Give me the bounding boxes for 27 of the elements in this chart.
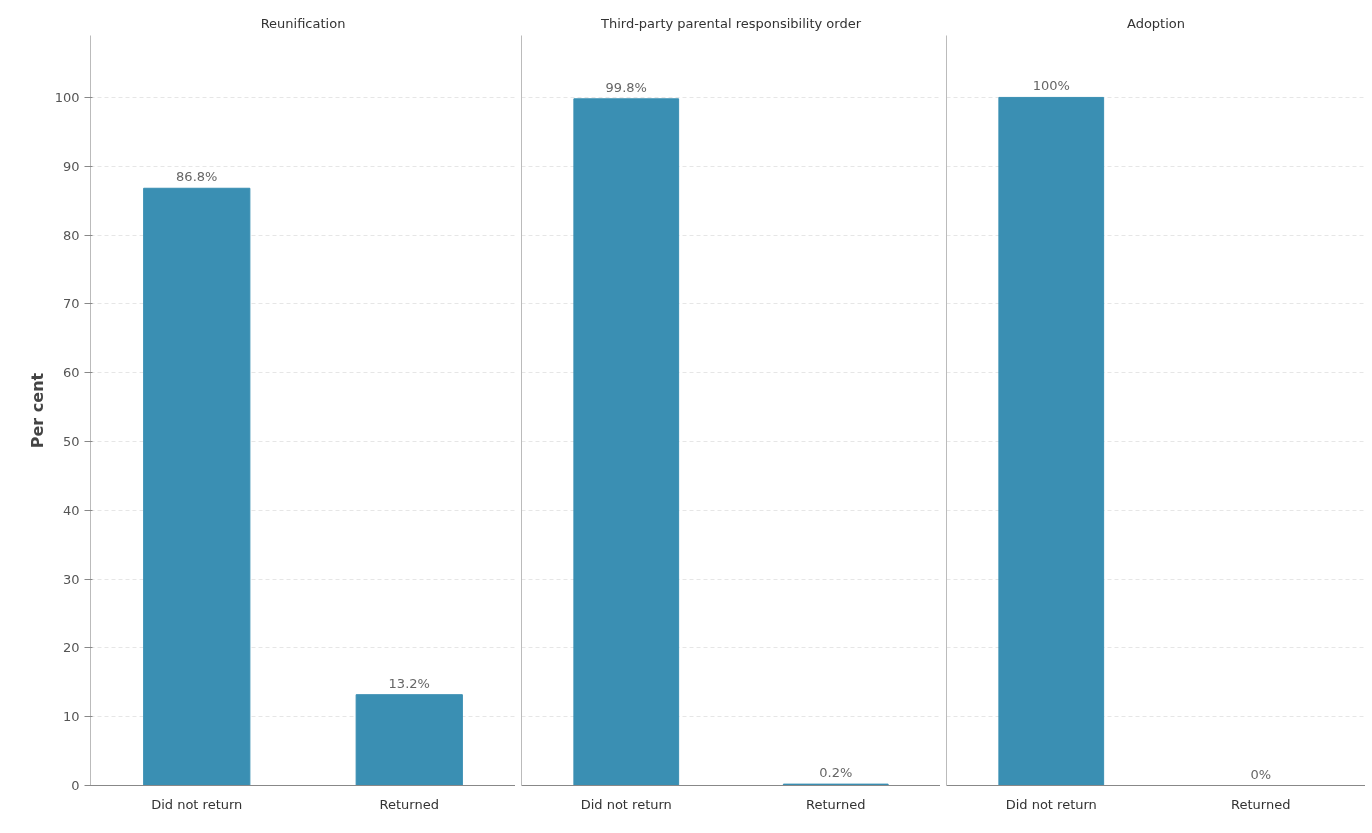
x-tick-label: Returned bbox=[379, 796, 439, 812]
y-tick-label: 60 bbox=[62, 365, 80, 381]
data-label: 100% bbox=[1032, 78, 1070, 94]
x-tick-label: Did not return bbox=[151, 796, 243, 812]
y-tick-label: 20 bbox=[62, 640, 80, 656]
y-axis-title: Per cent bbox=[27, 372, 47, 449]
y-tick-label: 70 bbox=[62, 296, 80, 312]
y-tick-label: 0 bbox=[71, 778, 80, 793]
x-tick-label: Did not return bbox=[1005, 796, 1097, 812]
y-tick-label: 100 bbox=[54, 89, 80, 105]
x-tick-label: Returned bbox=[1231, 796, 1291, 812]
x-tick-label: Did not return bbox=[580, 796, 672, 812]
data-label: 13.2% bbox=[388, 675, 430, 691]
y-tick-label: 40 bbox=[62, 502, 80, 518]
data-label: 99.8% bbox=[605, 79, 647, 95]
y-tick-label: 30 bbox=[62, 571, 80, 587]
x-tick-label: Returned bbox=[806, 796, 866, 812]
chart-title: Third-party parental responsibility order bbox=[600, 15, 862, 31]
y-tick-label: 90 bbox=[62, 158, 80, 174]
y-tick-label: 80 bbox=[62, 227, 80, 243]
y-tick-label: 50 bbox=[62, 433, 80, 449]
y-tick-label: 10 bbox=[62, 709, 80, 725]
data-label: 0% bbox=[1250, 766, 1272, 782]
data-label: 86.8% bbox=[176, 169, 218, 185]
chart-title: Adoption bbox=[1126, 15, 1186, 31]
chart-title: Reunification bbox=[260, 15, 346, 31]
data-label: 0.2% bbox=[819, 765, 853, 781]
